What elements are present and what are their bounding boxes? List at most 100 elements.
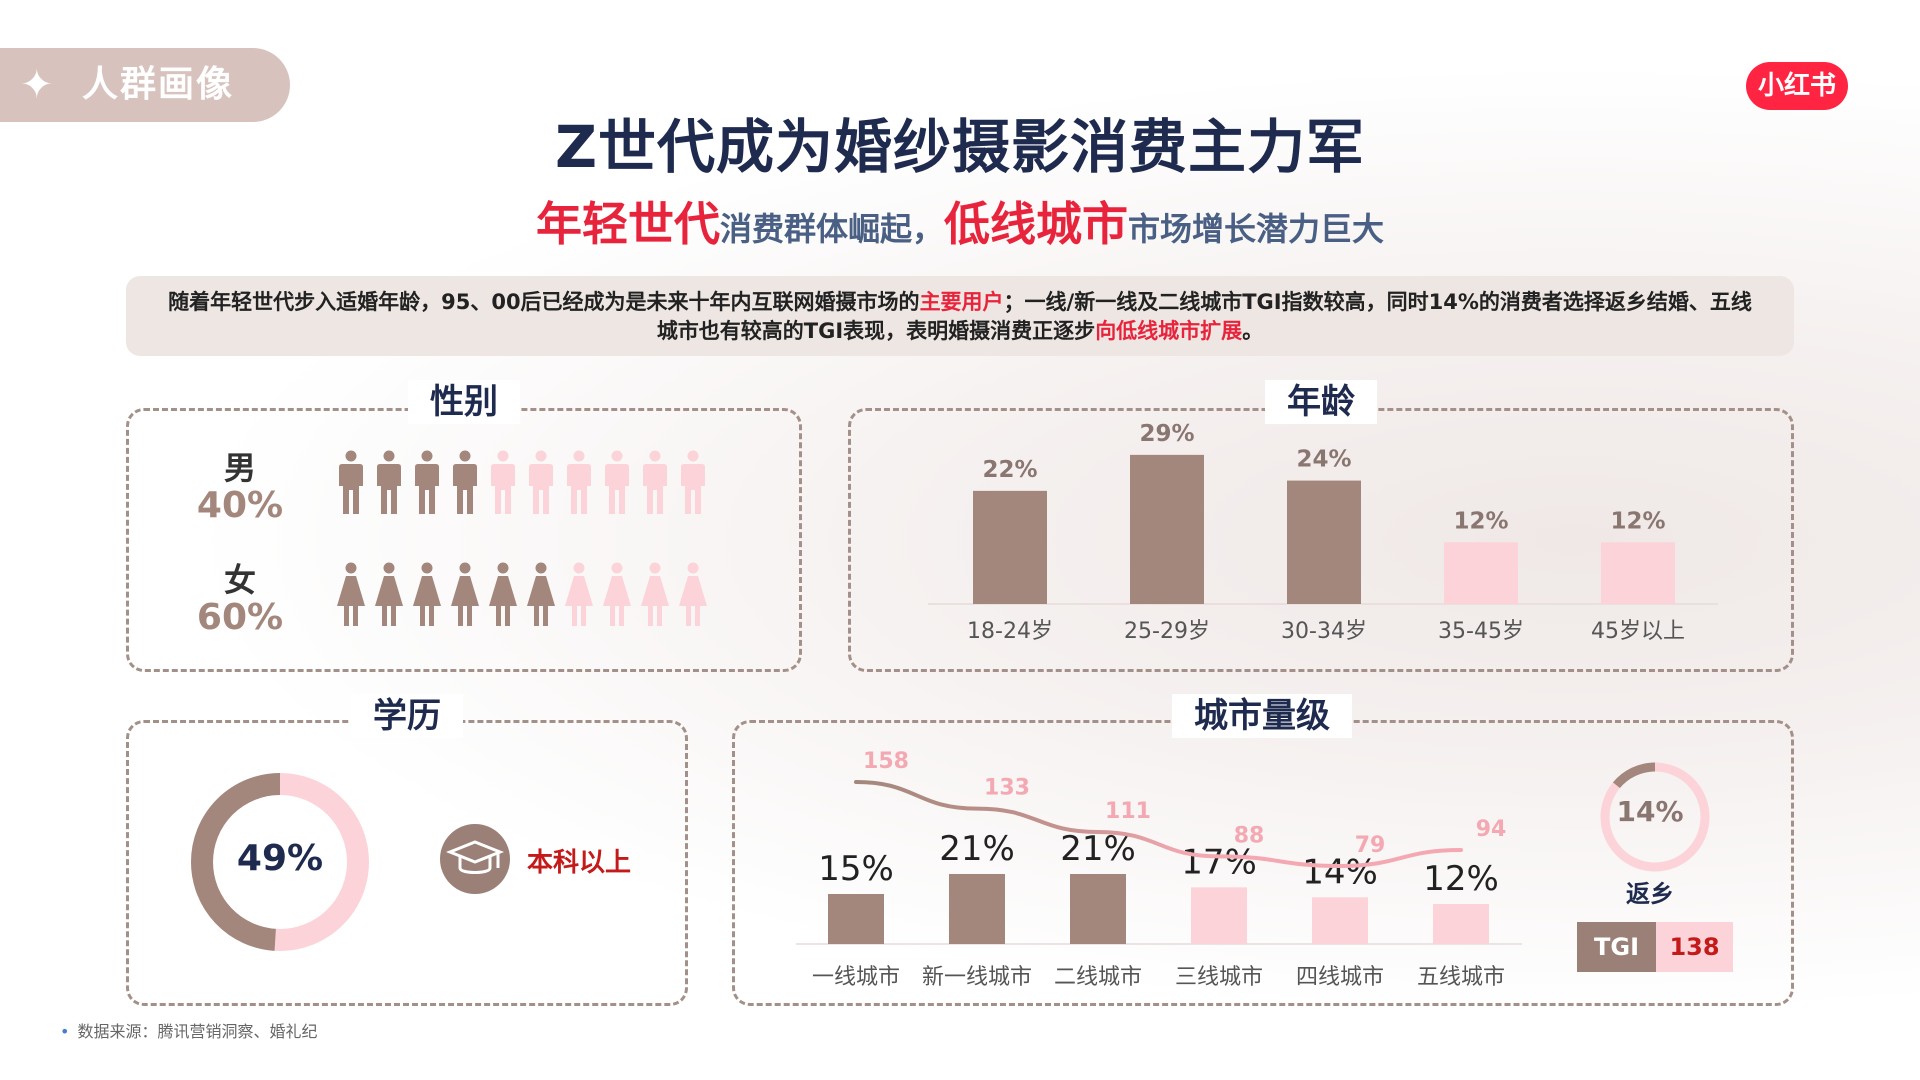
summary-highlight-2: 向低线城市扩展 [1095,319,1243,343]
return-home-percent: 14% [1616,795,1684,828]
city-bar-label: 17% [1181,842,1257,882]
female-icon [603,562,631,626]
city-bar [1070,874,1126,944]
graduation-cap-icon [440,824,510,894]
city-bar [1191,887,1247,944]
city-bar [1312,897,1368,944]
tgi-point-label: 94 [1476,817,1507,842]
male-icon [643,450,667,514]
age-bar [973,490,1047,604]
male-icon [339,450,363,514]
city-bar [828,894,884,944]
city-bar-label: 12% [1423,859,1499,899]
education-donut-share [191,773,369,951]
section-tab-label: 人群画像 [82,64,235,105]
education-panel-title: 学历 [351,694,463,738]
brand-logo: 小红书 [1746,62,1848,110]
male-label: 男 [223,449,256,487]
male-icon [605,450,629,514]
data-source-text: 数据来源：腾讯营销洞察、婚礼纪 [77,1022,318,1041]
male-icon [377,450,401,514]
subtitle-highlight-1: 年轻世代 [535,197,720,251]
age-bar-label: 22% [982,457,1037,483]
section-tab: ✦ 人群画像 [0,48,290,122]
age-bar-chart: 22% 18-24岁 29% 25-29岁 24% 30-34岁 12% 35-45岁 12% 4… [928,421,1718,644]
tgi-point-label: 111 [1105,799,1151,824]
education-caption: 本科以上 [527,848,632,878]
city-category-label: 新一线城市 [922,965,1032,990]
male-icon [415,450,439,514]
city-category-label: 三线城市 [1175,965,1263,990]
female-icon [641,562,669,626]
city-bar-label: 14% [1302,852,1378,892]
age-bar-label: 12% [1610,508,1665,534]
tgi-point-label: 158 [863,749,909,774]
age-bar-label: 12% [1453,508,1508,534]
summary-text-2: ；一线/新一线及二线城市TGI指数较高，同时14%的消费者选择返乡结婚、五线城市… [656,290,1752,343]
tgi-value: 138 [1656,922,1733,972]
city-bar [949,874,1005,944]
female-icon [375,562,403,626]
page-subtitle: 年轻世代消费群体崛起，低线城市市场增长潜力巨大 [0,188,1920,254]
return-home-label: 返乡 [1626,880,1674,908]
female-icon [337,562,365,626]
female-stat: 女 60% [190,562,290,638]
female-icon [679,562,707,626]
age-bar [1287,480,1361,604]
female-icon [451,562,479,626]
female-icon [489,562,517,626]
female-label: 女 [223,561,256,599]
return-home-donut [1600,762,1710,872]
age-category-label: 35-45岁 [1438,619,1524,644]
city-category-label: 四线城市 [1296,965,1384,990]
male-icon [491,450,515,514]
city-bar [1433,904,1489,944]
city-panel-title: 城市量级 [1172,694,1352,738]
city-tier-chart: 15%一线城市21%新一线城市21%二线城市17%三线城市14%四线城市12%五… [796,749,1522,990]
summary-text-1: 随着年轻世代步入适婚年龄，95、00后已经成为是未来十年内互联网婚摄市场的 [168,290,920,314]
female-icon [565,562,593,626]
age-bar [1444,542,1518,604]
male-stat: 男 40% [190,450,290,526]
male-icon [681,450,705,514]
age-bar [1130,454,1204,604]
female-icon [413,562,441,626]
city-bar-label: 15% [818,849,894,889]
city-category-label: 一线城市 [812,965,900,990]
summary-highlight-1: 主要用户 [919,290,1004,314]
age-bar-label: 29% [1139,421,1194,447]
tgi-point-label: 88 [1234,823,1265,848]
subtitle-highlight-2: 低线城市 [944,197,1128,251]
male-percent: 40% [196,485,284,526]
city-bar-label: 21% [939,829,1015,869]
male-icon-row [336,450,716,516]
tgi-line [854,780,1463,869]
subtitle-text-1: 消费群体崛起， [719,210,944,248]
age-category-label: 25-29岁 [1124,619,1210,644]
tgi-point-label: 133 [984,776,1030,801]
age-bar-label: 24% [1296,447,1351,473]
gender-panel-title: 性别 [408,380,520,424]
male-icon [529,450,553,514]
city-category-label: 五线城市 [1417,965,1505,990]
sparkle-icon: ✦ [20,62,54,108]
education-donut [191,773,369,951]
female-percent: 60% [196,597,284,638]
tgi-point-label: 79 [1355,833,1386,858]
age-category-label: 18-24岁 [967,619,1053,644]
page-title: Z世代成为婚纱摄影消费主力军 [554,113,1366,181]
age-panel-title: 年龄 [1265,380,1377,424]
city-category-label: 二线城市 [1054,965,1142,990]
bullet-icon: • [60,1022,70,1041]
male-icon [567,450,591,514]
summary-text-3: 。 [1242,319,1264,343]
age-bar [1601,542,1675,604]
education-percent: 49% [236,838,324,879]
age-category-label: 30-34岁 [1281,619,1367,644]
tgi-label: TGI [1577,922,1656,972]
female-icon-row [336,562,716,628]
data-source: • 数据来源：腾讯营销洞察、婚礼纪 [60,1018,317,1042]
male-icon [453,450,477,514]
female-icon [527,562,555,626]
summary-box: 随着年轻世代步入适婚年龄，95、00后已经成为是未来十年内互联网婚摄市场的主要用… [126,276,1794,356]
